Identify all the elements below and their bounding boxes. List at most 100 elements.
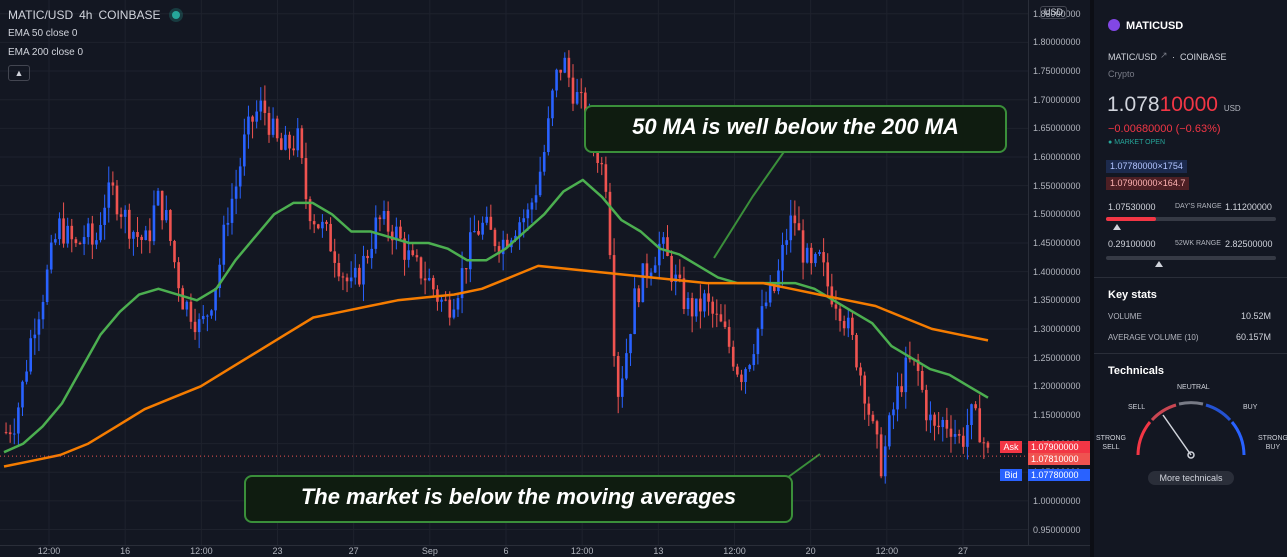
gauge-strong-sell-arc — [1136, 421, 1152, 456]
candle-body — [900, 386, 903, 393]
candle-body — [132, 232, 135, 239]
candle-body — [460, 268, 464, 299]
candle-body — [382, 210, 386, 220]
candle-body — [559, 69, 562, 73]
candle-body — [892, 409, 895, 416]
candle-body — [645, 263, 649, 278]
candle-body — [115, 185, 119, 215]
candle-body — [62, 218, 65, 244]
interval-label[interactable]: 4h — [79, 7, 93, 22]
candle-body — [555, 69, 558, 91]
candle-body — [789, 215, 793, 241]
days-range-high: 1.11200000 — [1225, 202, 1272, 212]
time-tick-label: Sep — [421, 546, 438, 556]
candle-body — [29, 338, 33, 372]
price-scale[interactable]: 1.85000000 1.80000000 1.75000000 1.70000000… — [1028, 0, 1090, 545]
candle-body — [920, 370, 924, 390]
time-axis[interactable]: 12:00 16 12:00 23 27 Sep 6 12:00 13 12:00 20 12:00 2… — [0, 545, 1090, 557]
annotation-ma-cross: 50 MA is well below the 200 MA — [584, 105, 1007, 153]
candle-body — [805, 247, 809, 263]
market-status-text: MARKET OPEN — [1114, 139, 1166, 146]
chart-pane[interactable]: MATIC/USD 4h COINBASE EMA 50 close 0 EMA… — [0, 0, 1028, 545]
candle-body — [637, 288, 641, 303]
candle-body — [403, 238, 406, 260]
volume-value: 10.52M — [1240, 311, 1271, 321]
candle-body — [662, 237, 665, 244]
candle-body — [937, 425, 940, 428]
candle-body — [781, 244, 784, 271]
candle-body — [526, 209, 530, 219]
indicator-ema50[interactable]: EMA 50 close 0 — [8, 28, 78, 39]
days-range-marker-icon — [1113, 224, 1122, 230]
candle-body — [859, 367, 862, 376]
candle-body — [8, 432, 12, 435]
symbol-name[interactable]: MATIC/USD — [8, 7, 74, 22]
candle-body — [415, 255, 419, 258]
candle-body — [715, 313, 719, 315]
candle-body — [440, 299, 443, 302]
price-tick-label: 0.95000000 — [1033, 524, 1081, 535]
technicals-gauge — [1136, 401, 1246, 459]
candle-body — [575, 92, 579, 104]
candle-body — [542, 152, 546, 172]
candle-body — [259, 100, 263, 112]
candle-body — [567, 57, 571, 78]
candle-body — [501, 239, 505, 255]
panel-symbol-title[interactable]: MATICUSD — [1126, 20, 1184, 32]
candle-body — [25, 371, 28, 382]
candle-body — [448, 299, 452, 318]
week52-range-marker-icon — [1154, 261, 1163, 267]
more-technicals-button[interactable]: More technicals — [1148, 471, 1234, 485]
external-link-icon[interactable]: ↗ — [1160, 50, 1168, 60]
candle-body — [957, 434, 961, 436]
candle-body — [485, 216, 489, 223]
candle-body — [267, 112, 271, 135]
candle-body — [809, 247, 813, 264]
candle-body — [12, 433, 16, 435]
candle-body — [353, 267, 357, 278]
candle-body — [489, 216, 493, 230]
annotation-below-ma: The market is below the moving averages — [244, 475, 793, 523]
candle-body — [633, 288, 636, 335]
avg-volume-label: AVERAGE VOLUME (10) — [1108, 333, 1199, 342]
candle-body — [214, 288, 217, 311]
currency-button[interactable]: USD — [1040, 6, 1068, 19]
candle-body — [682, 278, 686, 309]
price-tick-label: 1.45000000 — [1033, 237, 1081, 248]
divider — [1094, 353, 1287, 354]
week52-range-low: 0.29100000 — [1108, 239, 1156, 249]
candle-body — [316, 224, 320, 229]
candle-body — [875, 421, 879, 435]
candle-body — [522, 218, 526, 223]
candle-body — [871, 414, 875, 422]
candle-body — [752, 354, 756, 366]
candle-body — [95, 240, 98, 245]
indicator-ema200[interactable]: EMA 200 close 0 — [8, 47, 84, 58]
candle-body — [477, 231, 480, 235]
candle-body — [657, 243, 661, 266]
time-tick-label: 16 — [120, 546, 131, 556]
candle-body — [210, 310, 213, 316]
candle-body — [846, 317, 850, 329]
candle-body — [785, 240, 788, 245]
candle-body — [349, 277, 353, 282]
symbol-row: MATIC/USD 4h COINBASE — [8, 5, 181, 24]
candle-body — [280, 138, 283, 150]
technicals-title[interactable]: Technicals — [1108, 365, 1165, 377]
candle-body — [33, 334, 37, 339]
time-tick-label: 12:00 — [37, 546, 61, 556]
market-status: ● MARKET OPEN — [1108, 139, 1165, 146]
candle-body — [49, 242, 53, 270]
candle-body — [764, 302, 768, 307]
ask-price-tag: 1.07900000 — [1028, 441, 1090, 453]
price-chart[interactable] — [0, 0, 1028, 545]
candle-body — [711, 301, 714, 314]
chevron-up-icon[interactable]: ▲ — [8, 65, 30, 81]
ema200-line — [3, 264, 989, 468]
gauge-needle-pivot — [1187, 451, 1195, 459]
candle-body — [563, 57, 567, 73]
candle-body — [255, 111, 258, 122]
candle-body — [362, 255, 365, 285]
gauge-sell-arc — [1150, 403, 1177, 422]
panel-exchange: COINBASE — [1180, 52, 1227, 62]
